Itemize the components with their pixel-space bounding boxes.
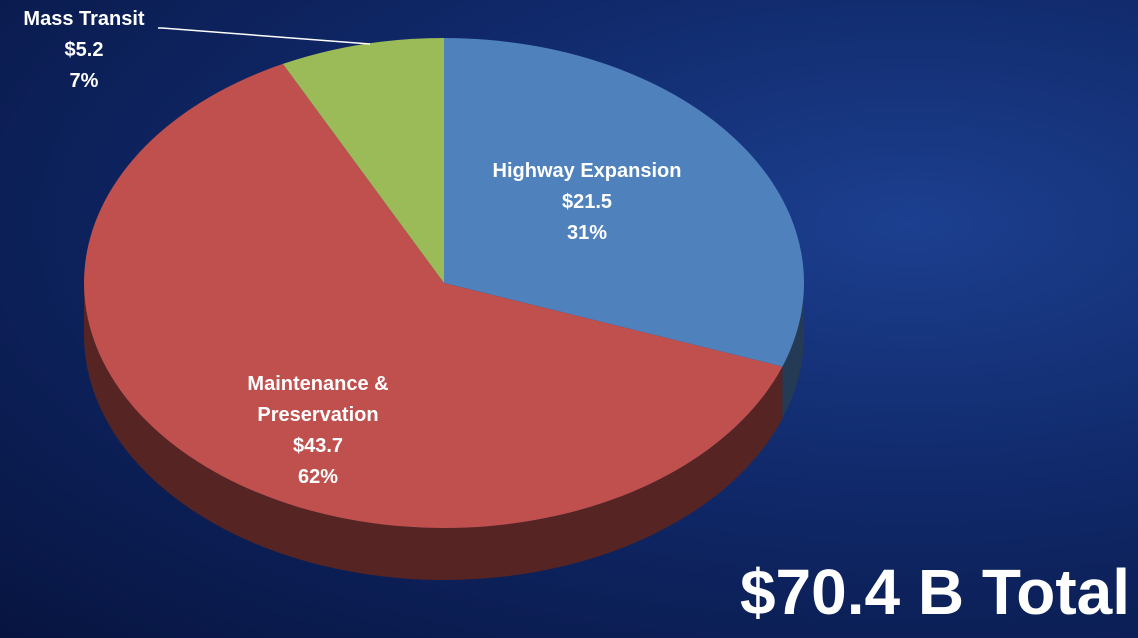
category-label: Mass Transit (23, 8, 145, 30)
pie-side (84, 283, 783, 580)
slice-label: Highway Expansion $21.5 31% (467, 156, 707, 249)
pie-slice (83, 63, 783, 529)
category-label: Highway Expansion (492, 160, 682, 182)
slice-label: Mass Transit $5.2 7% (0, 4, 184, 97)
total-label: $70.4 B Total (739, 556, 1130, 628)
category-label: Maintenance & Preservation (247, 373, 389, 426)
value-label: $43.7 (292, 435, 344, 457)
percent-label: 62% (297, 466, 339, 488)
value-label: $21.5 (561, 191, 613, 213)
slice-label: Maintenance & Preservation $43.7 62% (218, 369, 418, 493)
pie-side (782, 283, 804, 419)
value-label: $5.2 (64, 39, 104, 61)
percent-label: 31% (566, 222, 608, 244)
percent-label: 7% (69, 70, 99, 92)
pie-slice (282, 38, 444, 283)
pie-slice (444, 38, 804, 367)
leader-line (158, 27, 371, 45)
